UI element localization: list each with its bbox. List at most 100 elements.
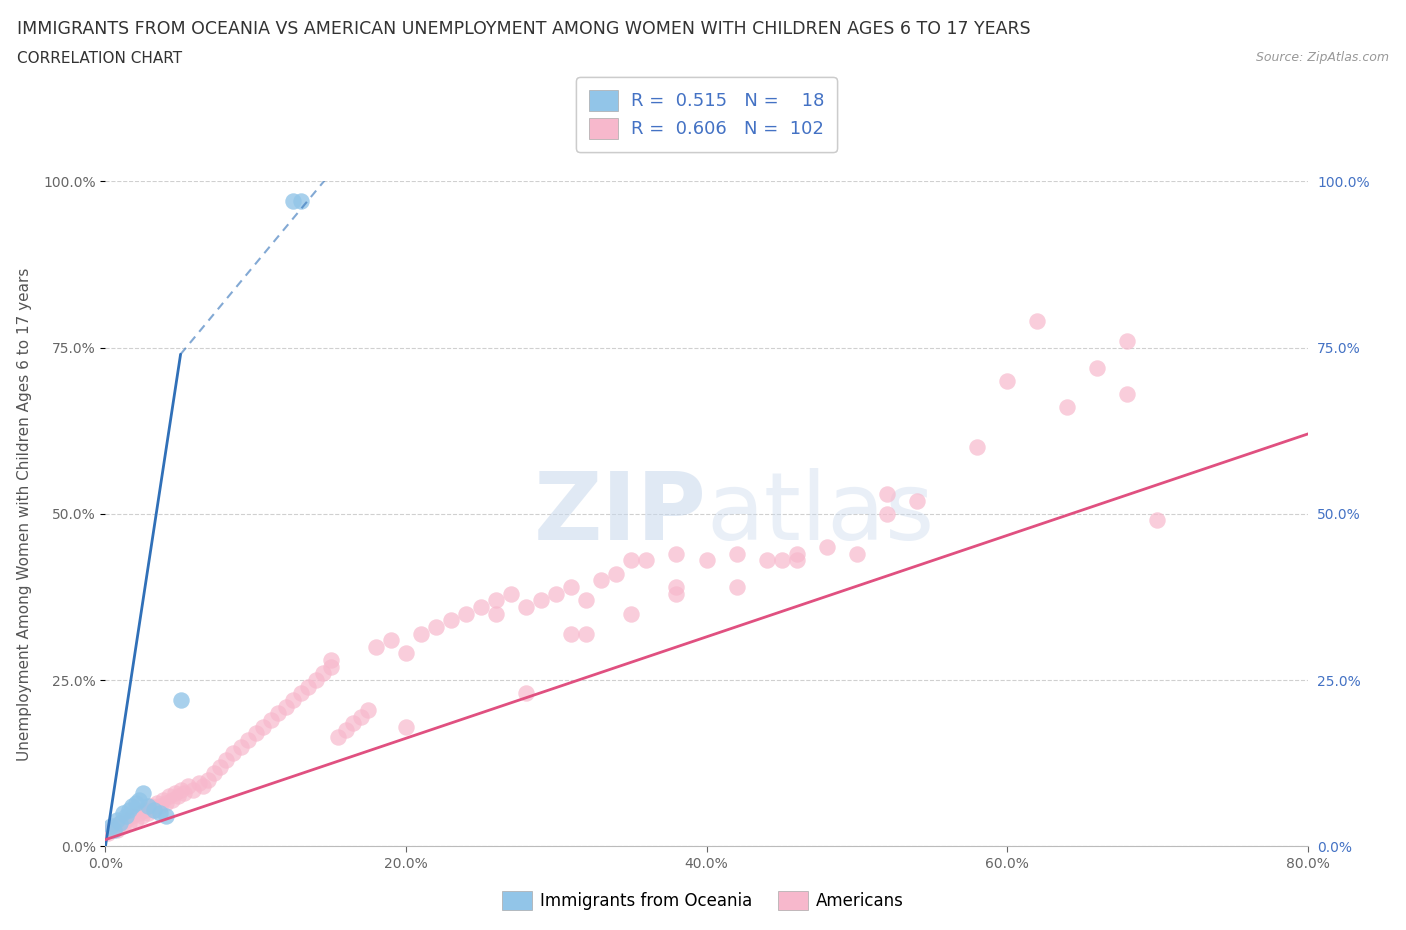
- Point: [290, 686, 312, 701]
- Point: [319, 653, 342, 668]
- Text: Source: ZipAtlas.com: Source: ZipAtlas.com: [1256, 51, 1389, 64]
- Point: [546, 586, 568, 601]
- Point: [786, 546, 808, 561]
- Point: [485, 606, 508, 621]
- Point: [395, 646, 418, 661]
- Point: [118, 816, 141, 830]
- Point: [166, 789, 188, 804]
- Point: [283, 193, 305, 208]
- Point: [142, 803, 165, 817]
- Point: [454, 606, 477, 621]
- Point: [124, 812, 146, 827]
- Text: atlas: atlas: [707, 468, 935, 560]
- Point: [152, 792, 174, 807]
- Point: [100, 822, 122, 837]
- Point: [121, 809, 143, 824]
- Point: [591, 573, 613, 588]
- Point: [357, 702, 380, 717]
- Point: [110, 816, 132, 830]
- Point: [409, 626, 432, 641]
- Point: [252, 719, 274, 734]
- Point: [107, 822, 129, 837]
- Point: [1116, 387, 1139, 402]
- Point: [1056, 400, 1078, 415]
- Point: [267, 706, 290, 721]
- Text: IMMIGRANTS FROM OCEANIA VS AMERICAN UNEMPLOYMENT AMONG WOMEN WITH CHILDREN AGES : IMMIGRANTS FROM OCEANIA VS AMERICAN UNEM…: [17, 20, 1031, 38]
- Point: [755, 553, 778, 568]
- Point: [132, 786, 155, 801]
- Point: [110, 816, 132, 830]
- Point: [181, 782, 204, 797]
- Point: [876, 507, 898, 522]
- Point: [876, 486, 898, 501]
- Point: [260, 712, 283, 727]
- Point: [274, 699, 297, 714]
- Point: [169, 693, 191, 708]
- Point: [297, 679, 319, 694]
- Point: [620, 606, 643, 621]
- Point: [229, 739, 252, 754]
- Point: [515, 600, 537, 615]
- Point: [136, 805, 159, 820]
- Point: [115, 812, 138, 827]
- Point: [169, 782, 191, 797]
- Point: [364, 640, 387, 655]
- Point: [328, 729, 350, 744]
- Point: [107, 812, 129, 827]
- Point: [725, 579, 748, 594]
- Point: [575, 592, 598, 607]
- Point: [118, 803, 141, 817]
- Point: [350, 710, 373, 724]
- Point: [319, 659, 342, 674]
- Point: [163, 786, 186, 801]
- Point: [136, 799, 159, 814]
- Point: [786, 553, 808, 568]
- Point: [440, 613, 463, 628]
- Point: [187, 776, 209, 790]
- Point: [121, 799, 143, 814]
- Point: [995, 374, 1018, 389]
- Point: [1116, 334, 1139, 349]
- Point: [575, 626, 598, 641]
- Point: [128, 805, 150, 820]
- Point: [380, 632, 402, 647]
- Point: [202, 765, 225, 780]
- Point: [470, 600, 492, 615]
- Point: [124, 796, 146, 811]
- Point: [128, 792, 150, 807]
- Point: [245, 725, 267, 740]
- Point: [142, 803, 165, 817]
- Point: [665, 546, 688, 561]
- Point: [770, 553, 793, 568]
- Point: [222, 746, 245, 761]
- Point: [177, 779, 200, 794]
- Point: [283, 693, 305, 708]
- Point: [160, 792, 183, 807]
- Point: [395, 719, 418, 734]
- Point: [335, 723, 357, 737]
- Legend: R =  0.515   N =    18, R =  0.606   N =  102: R = 0.515 N = 18, R = 0.606 N = 102: [576, 77, 837, 152]
- Point: [155, 809, 177, 824]
- Point: [815, 539, 838, 554]
- Point: [560, 626, 582, 641]
- Point: [905, 493, 928, 508]
- Point: [173, 786, 195, 801]
- Point: [530, 592, 553, 607]
- Point: [425, 619, 447, 634]
- Point: [100, 819, 122, 834]
- Point: [103, 819, 125, 834]
- Point: [157, 789, 180, 804]
- Point: [148, 805, 170, 820]
- Point: [131, 809, 153, 824]
- Point: [620, 553, 643, 568]
- Point: [312, 666, 335, 681]
- Point: [197, 772, 219, 787]
- Point: [148, 799, 170, 814]
- Point: [208, 759, 231, 774]
- Point: [725, 546, 748, 561]
- Legend: Immigrants from Oceania, Americans: Immigrants from Oceania, Americans: [495, 884, 911, 917]
- Point: [501, 586, 523, 601]
- Point: [1026, 313, 1049, 328]
- Point: [139, 799, 162, 814]
- Point: [845, 546, 868, 561]
